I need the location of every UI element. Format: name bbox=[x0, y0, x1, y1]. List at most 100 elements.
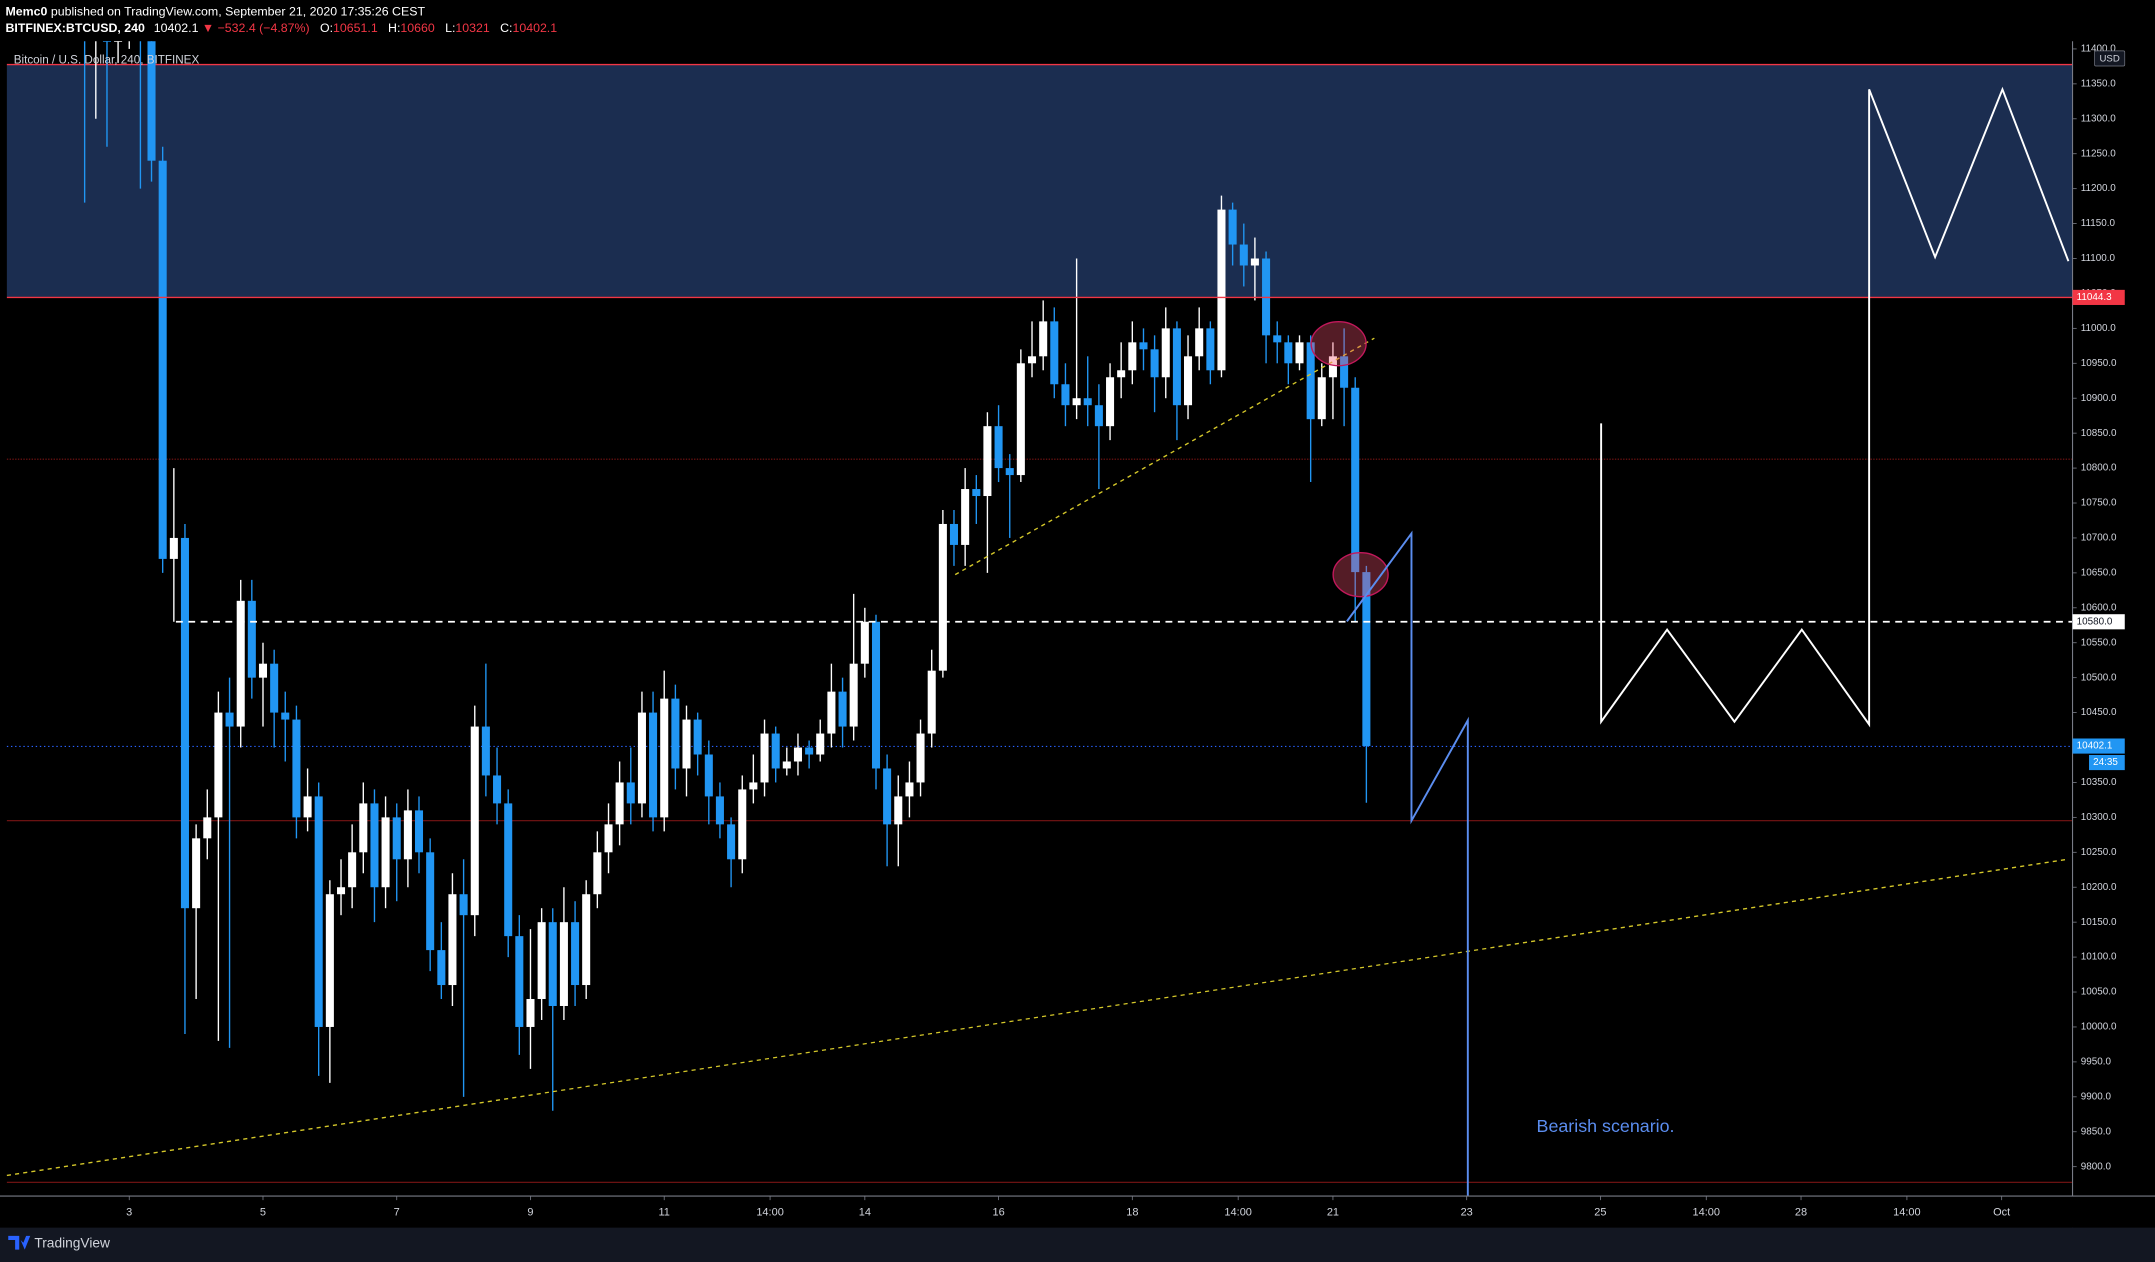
x-tick-label: 11 bbox=[659, 1206, 670, 1218]
candle-body bbox=[916, 733, 925, 783]
x-tick-label: 3 bbox=[126, 1206, 132, 1218]
price-label: 10580.0 bbox=[2077, 616, 2113, 627]
highlight bbox=[1332, 551, 1389, 598]
y-tick-label: 10250.0 bbox=[2081, 847, 2117, 858]
candle-body bbox=[849, 663, 858, 727]
candle-body bbox=[114, 41, 123, 42]
candle-body bbox=[270, 663, 279, 713]
candle-body bbox=[1094, 405, 1103, 427]
candle-body bbox=[949, 523, 958, 545]
x-tick-label: 14:00 bbox=[1224, 1206, 1251, 1218]
candle-body bbox=[1050, 321, 1059, 385]
candle-body bbox=[894, 796, 903, 825]
y-tick-label: 10800.0 bbox=[2081, 463, 2117, 474]
y-tick-label: 9900.0 bbox=[2081, 1091, 2112, 1102]
candle-body bbox=[537, 922, 546, 1000]
last-price-box bbox=[2072, 738, 2125, 754]
y-tick-label: 11400.0 bbox=[2081, 44, 2116, 55]
candles bbox=[83, 41, 1371, 1111]
candle-body bbox=[1161, 328, 1170, 378]
candle-body bbox=[414, 810, 424, 853]
candle-body bbox=[1217, 209, 1226, 371]
x-tick-label: 21 bbox=[1327, 1206, 1339, 1218]
y-tick-label: 11100.0 bbox=[2081, 253, 2116, 264]
candle-body bbox=[192, 838, 201, 909]
price-label-box bbox=[2072, 614, 2125, 630]
y-tick-label: 10600.0 bbox=[2081, 602, 2117, 613]
candle-body bbox=[682, 719, 691, 769]
candle-body bbox=[381, 817, 390, 888]
candle-body bbox=[771, 733, 780, 769]
published: published on TradingView.com, September … bbox=[51, 5, 426, 19]
candle-body bbox=[827, 691, 836, 734]
candle-body bbox=[1340, 356, 1349, 388]
candle-body bbox=[805, 747, 814, 755]
x-tick-label: 16 bbox=[992, 1206, 1004, 1218]
candle-body bbox=[314, 796, 323, 1027]
candle-body bbox=[1027, 356, 1037, 364]
candle-body bbox=[203, 817, 212, 839]
ohlc-value: 10651.1 bbox=[333, 21, 378, 35]
x-tick-label: Oct bbox=[1993, 1206, 2010, 1218]
candle-body bbox=[1016, 363, 1025, 476]
candle-body bbox=[994, 426, 1003, 469]
candle-body bbox=[1072, 398, 1081, 406]
candle-body bbox=[738, 789, 747, 860]
candle-body bbox=[169, 537, 178, 559]
candle-body bbox=[1039, 321, 1048, 357]
candle-body bbox=[1206, 328, 1215, 371]
candle-body bbox=[749, 782, 758, 790]
x-tick-label: 25 bbox=[1594, 1206, 1606, 1218]
candle-body bbox=[1005, 468, 1014, 476]
candle-body bbox=[303, 796, 312, 818]
candle-body bbox=[180, 537, 189, 909]
y-tick-label: 10300.0 bbox=[2081, 812, 2117, 823]
candle-body bbox=[1317, 377, 1326, 420]
candle-body bbox=[437, 950, 446, 986]
footer-bar bbox=[0, 1227, 2155, 1262]
x-tick-label: 18 bbox=[1126, 1206, 1138, 1218]
countdown-box bbox=[2089, 754, 2125, 771]
x-tick-label: 14:00 bbox=[756, 1206, 783, 1218]
candle-body bbox=[883, 768, 892, 825]
last-price: 10402.1 bbox=[154, 21, 199, 35]
x-tick-label: 14 bbox=[859, 1206, 871, 1218]
x-tick-label: 9 bbox=[527, 1206, 533, 1218]
candle-body bbox=[225, 712, 234, 727]
candle-body bbox=[1106, 377, 1115, 427]
y-tick-label: 10650.0 bbox=[2081, 567, 2117, 578]
candle-body bbox=[593, 852, 602, 895]
candle-body bbox=[671, 698, 680, 769]
highlight bbox=[1310, 320, 1367, 367]
candle-body bbox=[1239, 244, 1248, 266]
ohlc-value: 10402.1 bbox=[512, 21, 557, 35]
candle-body bbox=[292, 719, 301, 818]
candle-body bbox=[470, 726, 479, 916]
candle-body bbox=[325, 894, 334, 1027]
candle-body bbox=[1306, 342, 1315, 420]
x-tick-label: 5 bbox=[260, 1206, 266, 1218]
candle-body bbox=[1061, 384, 1070, 406]
y-tick-label: 9850.0 bbox=[2081, 1126, 2112, 1137]
candle-body bbox=[426, 852, 435, 951]
y-tick-label: 11350.0 bbox=[2081, 78, 2116, 89]
x-tick-label: 14:00 bbox=[1693, 1206, 1720, 1218]
candle-body bbox=[693, 719, 702, 755]
candle-body bbox=[1362, 572, 1371, 747]
candle-body bbox=[727, 824, 736, 860]
y-tick-label: 10450.0 bbox=[2081, 707, 2117, 718]
candle-body bbox=[1172, 328, 1181, 406]
scenario-zigzag bbox=[1600, 86, 2070, 728]
y-tick-label: 9800.0 bbox=[2081, 1161, 2112, 1172]
candle-body bbox=[348, 852, 357, 888]
candle-body bbox=[983, 426, 992, 497]
candle-body bbox=[1150, 349, 1159, 378]
zone bbox=[6, 64, 2073, 297]
symbol: BITFINEX:BTCUSD, 240 bbox=[5, 21, 145, 35]
y-tick-label: 10900.0 bbox=[2081, 393, 2117, 404]
footer-brand: TradingView bbox=[34, 1236, 110, 1251]
candle-body bbox=[337, 887, 346, 895]
candle-body bbox=[214, 712, 223, 818]
ohlc-label: C: bbox=[500, 21, 512, 35]
y-tick-label: 10700.0 bbox=[2081, 533, 2117, 544]
